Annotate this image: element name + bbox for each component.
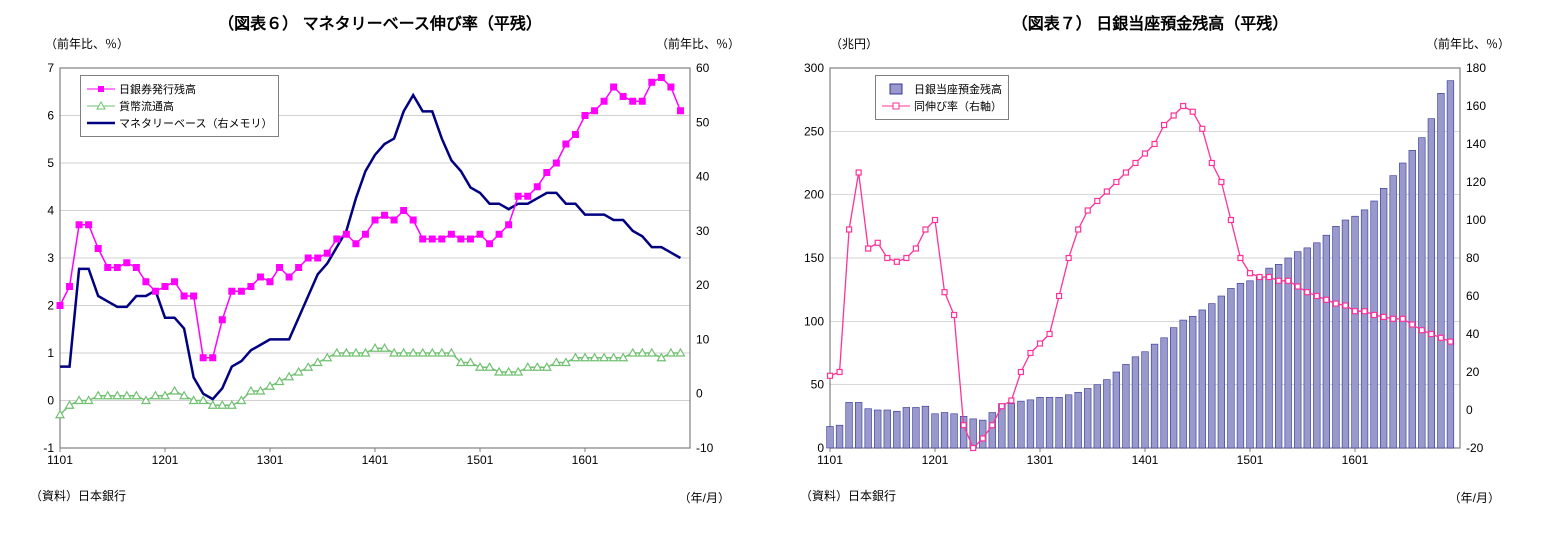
chart6-yleft-label: （前年比、％） xyxy=(45,35,129,52)
svg-text:4: 4 xyxy=(47,204,54,218)
svg-text:6: 6 xyxy=(47,109,54,123)
svg-text:1601: 1601 xyxy=(1342,453,1369,467)
svg-text:180: 180 xyxy=(1466,61,1486,75)
chart6-xlabel: （年/月） xyxy=(679,489,730,506)
chart6-legend: 日銀券発行残高貨幣流通高マネタリーベース（右メモリ） xyxy=(80,75,279,137)
svg-text:1301: 1301 xyxy=(1027,453,1054,467)
svg-text:5: 5 xyxy=(47,156,54,170)
svg-text:30: 30 xyxy=(696,224,710,238)
svg-text:50: 50 xyxy=(811,378,825,392)
chart6-yright-label: （前年比、％） xyxy=(656,35,740,52)
svg-text:200: 200 xyxy=(804,188,824,202)
chart6-title: （図表６） マネタリーベース伸び率（平残） xyxy=(10,10,750,34)
svg-text:1: 1 xyxy=(47,346,54,360)
svg-text:1101: 1101 xyxy=(47,453,73,467)
chart7-yleft-label: （兆円） xyxy=(830,35,878,52)
chart6-source: （資料）日本銀行 xyxy=(30,487,750,504)
svg-text:10: 10 xyxy=(696,332,710,346)
svg-text:-20: -20 xyxy=(1466,441,1484,455)
chart-6: （図表６） マネタリーベース伸び率（平残） （前年比、％） （前年比、％） -1… xyxy=(10,10,750,504)
svg-text:100: 100 xyxy=(804,314,824,328)
svg-text:50: 50 xyxy=(696,115,710,129)
svg-text:1201: 1201 xyxy=(922,453,949,467)
svg-text:20: 20 xyxy=(1466,365,1480,379)
svg-text:1501: 1501 xyxy=(1237,453,1264,467)
svg-text:0: 0 xyxy=(696,387,703,401)
svg-text:1401: 1401 xyxy=(362,453,389,467)
svg-text:40: 40 xyxy=(1466,327,1480,341)
svg-text:1201: 1201 xyxy=(152,453,179,467)
svg-text:140: 140 xyxy=(1466,137,1486,151)
svg-text:100: 100 xyxy=(1466,213,1486,227)
svg-text:7: 7 xyxy=(47,61,54,75)
svg-text:60: 60 xyxy=(1466,289,1480,303)
svg-text:2: 2 xyxy=(47,299,54,313)
svg-text:150: 150 xyxy=(804,251,824,265)
svg-text:3: 3 xyxy=(47,251,54,265)
svg-text:160: 160 xyxy=(1466,99,1486,113)
svg-text:1301: 1301 xyxy=(257,453,284,467)
svg-text:80: 80 xyxy=(1466,251,1480,265)
svg-text:-10: -10 xyxy=(696,441,714,455)
svg-text:120: 120 xyxy=(1466,175,1486,189)
chart7-source: （資料）日本銀行 xyxy=(800,487,1520,504)
svg-text:300: 300 xyxy=(804,61,824,75)
svg-text:0: 0 xyxy=(47,394,54,408)
chart7-legend: 日銀当座預金残高同伸び率（右軸） xyxy=(875,75,1009,120)
svg-text:250: 250 xyxy=(804,124,824,138)
svg-text:0: 0 xyxy=(1466,403,1473,417)
chart7-title: （図表７） 日銀当座預金残高（平残） xyxy=(780,10,1520,34)
svg-text:20: 20 xyxy=(696,278,710,292)
svg-text:1501: 1501 xyxy=(467,453,494,467)
svg-text:40: 40 xyxy=(696,170,710,184)
chart7-yright-label: （前年比、％） xyxy=(1426,35,1510,52)
svg-text:1401: 1401 xyxy=(1132,453,1159,467)
svg-text:1601: 1601 xyxy=(572,453,599,467)
svg-text:1101: 1101 xyxy=(817,453,843,467)
chart-7: （図表７） 日銀当座預金残高（平残） （兆円） （前年比、％） 0 50 100 15… xyxy=(780,10,1520,504)
svg-text:60: 60 xyxy=(696,61,710,75)
chart7-xlabel: （年/月） xyxy=(1449,489,1500,506)
